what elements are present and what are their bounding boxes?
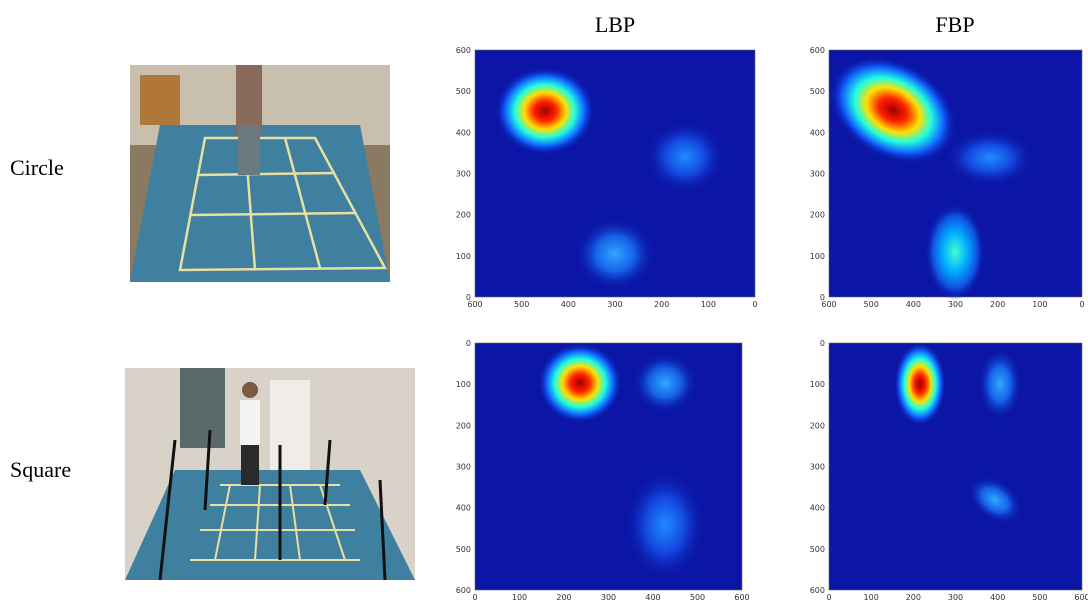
y-tick-label: 400: [456, 128, 471, 137]
y-tick-label: 0: [466, 293, 471, 302]
y-tick-label: 600: [810, 586, 825, 595]
y-tick-label: 0: [466, 339, 471, 348]
x-tick-label: 600: [734, 593, 749, 602]
y-tick-label: 400: [456, 504, 471, 513]
x-tick-label: 500: [1032, 593, 1047, 602]
y-tick-label: 300: [456, 170, 471, 179]
x-tick-label: 200: [654, 300, 669, 309]
y-tick-label: 300: [810, 170, 825, 179]
x-tick-label: 600: [467, 300, 482, 309]
y-tick-label: 500: [810, 87, 825, 96]
y-tick-label: 200: [456, 421, 471, 430]
x-tick-label: 500: [514, 300, 529, 309]
heatmap-frame: [828, 49, 1083, 298]
y-tick-label: 500: [456, 545, 471, 554]
x-tick-label: 300: [607, 300, 622, 309]
y-tick-label: 200: [810, 421, 825, 430]
x-tick-label: 500: [864, 300, 879, 309]
heatmap-blob: [925, 204, 985, 300]
x-tick-label: 300: [948, 300, 963, 309]
heatmap-blob: [625, 470, 705, 580]
x-tick-label: 0: [1079, 300, 1084, 309]
y-tick-label: 500: [810, 545, 825, 554]
heatmap-blob: [633, 353, 697, 413]
x-tick-label: 300: [601, 593, 616, 602]
y-tick-label: 300: [456, 463, 471, 472]
heatmap-frame: [474, 342, 743, 591]
y-tick-label: 400: [810, 128, 825, 137]
y-tick-label: 100: [810, 380, 825, 389]
row-label: Square: [10, 457, 71, 482]
heatmap-blob: [495, 67, 595, 155]
heatmap-background: [829, 343, 1082, 590]
heatmap-blob: [538, 343, 622, 423]
heatmap-frame: [474, 49, 756, 298]
x-tick-label: 0: [752, 300, 757, 309]
x-tick-label: 100: [512, 593, 527, 602]
heatmap-blob: [575, 218, 655, 290]
y-tick-label: 0: [820, 339, 825, 348]
x-tick-label: 200: [990, 300, 1005, 309]
x-tick-label: 100: [1032, 300, 1047, 309]
y-tick-label: 600: [456, 46, 471, 55]
y-tick-label: 100: [456, 380, 471, 389]
column-header: FBP: [935, 12, 974, 37]
x-tick-label: 100: [701, 300, 716, 309]
heatmap-blob: [829, 56, 957, 164]
heatmap-blob: [894, 342, 946, 426]
heatmap-blob: [978, 348, 1022, 420]
x-tick-label: 500: [690, 593, 705, 602]
x-tick-label: 200: [556, 593, 571, 602]
x-tick-label: 200: [906, 593, 921, 602]
y-tick-label: 200: [456, 211, 471, 220]
y-tick-label: 500: [456, 87, 471, 96]
y-tick-label: 300: [810, 463, 825, 472]
y-tick-label: 400: [810, 504, 825, 513]
y-tick-label: 100: [456, 252, 471, 261]
photo: [125, 368, 415, 581]
x-tick-label: 400: [990, 593, 1005, 602]
y-tick-label: 200: [810, 211, 825, 220]
heatmap-blob: [645, 121, 725, 193]
column-header: LBP: [595, 12, 635, 37]
x-tick-label: 600: [821, 300, 836, 309]
photo: [130, 65, 390, 282]
x-tick-label: 100: [864, 593, 879, 602]
heatmap-frame: [828, 342, 1083, 591]
y-tick-label: 600: [810, 46, 825, 55]
y-tick-label: 100: [810, 252, 825, 261]
y-tick-label: 600: [456, 586, 471, 595]
x-tick-label: 400: [645, 593, 660, 602]
x-tick-label: 0: [826, 593, 831, 602]
heatmap-blob: [967, 476, 1023, 524]
x-tick-label: 400: [906, 300, 921, 309]
x-tick-label: 400: [561, 300, 576, 309]
heatmap-blob: [945, 130, 1035, 186]
row-label: Circle: [10, 155, 64, 180]
x-tick-label: 0: [472, 593, 477, 602]
x-tick-label: 600: [1074, 593, 1088, 602]
x-tick-label: 300: [948, 593, 963, 602]
y-tick-label: 0: [820, 293, 825, 302]
